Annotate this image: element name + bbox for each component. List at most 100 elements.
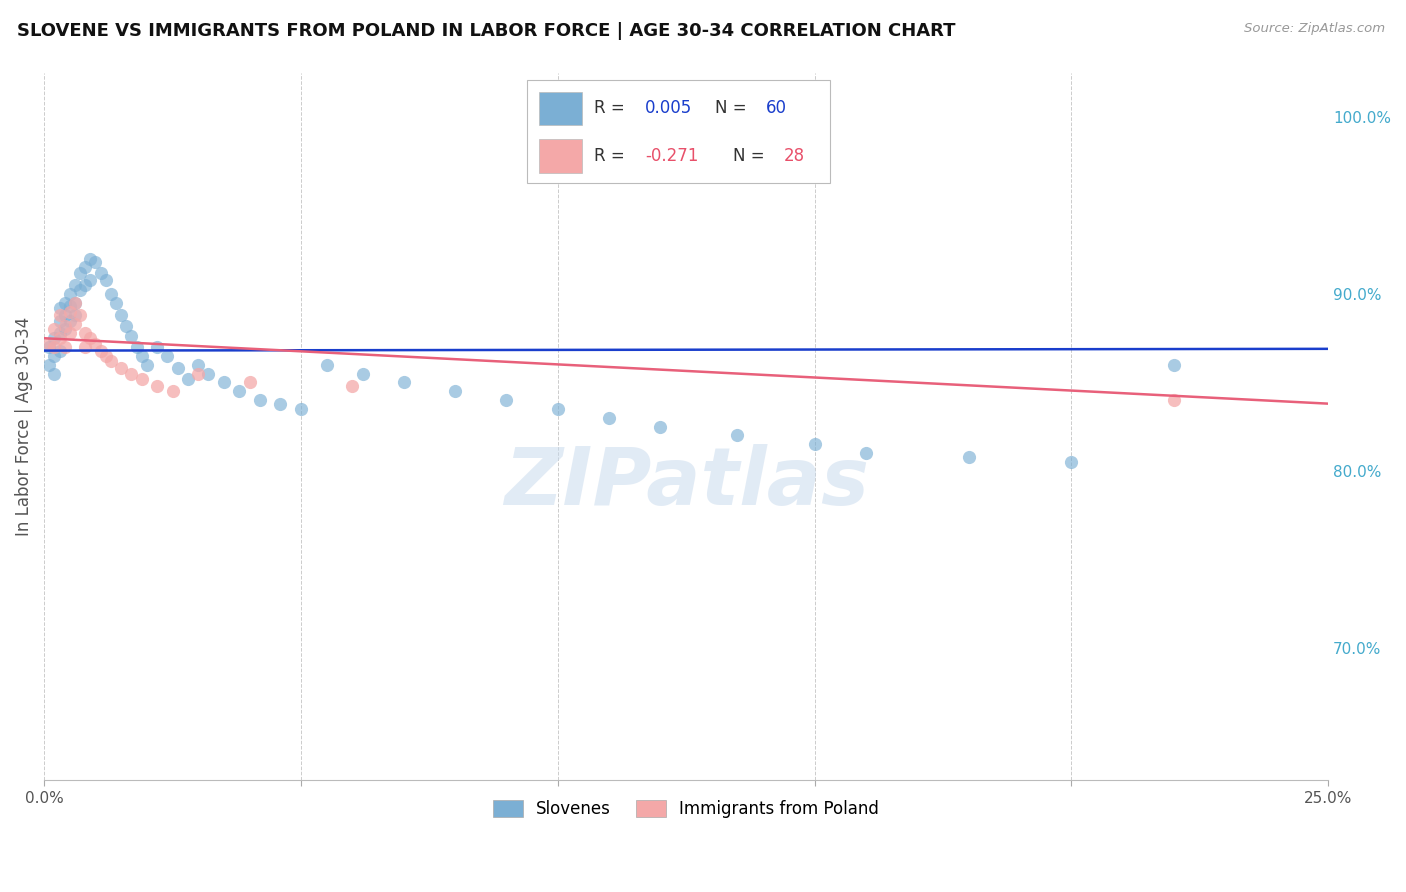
Point <box>131 349 153 363</box>
FancyBboxPatch shape <box>527 80 830 183</box>
Point <box>352 367 374 381</box>
Point <box>38 336 60 351</box>
Point <box>187 358 209 372</box>
Point <box>100 354 122 368</box>
Point <box>290 401 312 416</box>
Point <box>100 287 122 301</box>
Point <box>110 308 132 322</box>
Point <box>44 349 66 363</box>
Point <box>212 376 235 390</box>
Point <box>125 340 148 354</box>
Point <box>803 437 825 451</box>
Point <box>79 331 101 345</box>
Point <box>38 340 60 354</box>
Point <box>495 393 517 408</box>
Point <box>146 379 169 393</box>
Text: 0.005: 0.005 <box>645 100 692 118</box>
Point <box>650 419 672 434</box>
Point <box>63 296 86 310</box>
Point <box>131 372 153 386</box>
Point <box>69 266 91 280</box>
Point <box>59 299 82 313</box>
Y-axis label: In Labor Force | Age 30-34: In Labor Force | Age 30-34 <box>15 317 32 536</box>
Point <box>444 384 467 399</box>
Point <box>75 340 97 354</box>
Point <box>228 384 250 399</box>
Point <box>342 379 364 393</box>
Text: 28: 28 <box>785 146 806 165</box>
Point <box>392 376 415 390</box>
Point <box>53 340 76 354</box>
Point <box>1060 455 1083 469</box>
Point <box>38 358 60 372</box>
Text: R =: R = <box>593 100 630 118</box>
Point <box>63 308 86 322</box>
Point <box>105 296 128 310</box>
Point <box>48 343 70 358</box>
Point <box>48 326 70 340</box>
Point <box>1163 358 1185 372</box>
Point <box>53 318 76 333</box>
Point <box>53 308 76 322</box>
Point <box>94 273 117 287</box>
Point <box>84 336 107 351</box>
Text: N =: N = <box>733 146 769 165</box>
Point <box>249 393 271 408</box>
FancyBboxPatch shape <box>540 139 582 173</box>
Point <box>63 317 86 331</box>
Legend: Slovenes, Immigrants from Poland: Slovenes, Immigrants from Poland <box>486 794 886 825</box>
Point <box>53 296 76 310</box>
Point <box>156 349 179 363</box>
Point <box>48 313 70 327</box>
Text: Source: ZipAtlas.com: Source: ZipAtlas.com <box>1244 22 1385 36</box>
Point <box>727 428 749 442</box>
Point <box>59 287 82 301</box>
Point <box>115 318 138 333</box>
Point <box>1163 393 1185 408</box>
Text: ZIPatlas: ZIPatlas <box>503 444 869 522</box>
Point <box>63 278 86 293</box>
Point <box>79 252 101 266</box>
Point <box>59 304 82 318</box>
Point <box>75 260 97 275</box>
Point <box>110 361 132 376</box>
Point <box>48 301 70 315</box>
Point <box>187 367 209 381</box>
Point <box>146 340 169 354</box>
Point <box>79 273 101 287</box>
FancyBboxPatch shape <box>540 92 582 126</box>
Point <box>162 384 184 399</box>
Point <box>120 329 142 343</box>
Point <box>315 358 337 372</box>
Point <box>75 326 97 340</box>
Point <box>90 343 112 358</box>
Point <box>59 326 82 340</box>
Point <box>598 410 620 425</box>
Point <box>44 367 66 381</box>
Point <box>44 331 66 345</box>
Point <box>94 349 117 363</box>
Point <box>44 340 66 354</box>
Point <box>120 367 142 381</box>
Point <box>166 361 188 376</box>
Text: -0.271: -0.271 <box>645 146 699 165</box>
Point <box>63 296 86 310</box>
Point <box>238 376 260 390</box>
Point <box>48 331 70 345</box>
Text: 60: 60 <box>766 100 787 118</box>
Point <box>69 284 91 298</box>
Text: R =: R = <box>593 146 630 165</box>
Point <box>547 401 569 416</box>
Point <box>90 266 112 280</box>
Point <box>855 446 877 460</box>
Text: SLOVENE VS IMMIGRANTS FROM POLAND IN LABOR FORCE | AGE 30-34 CORRELATION CHART: SLOVENE VS IMMIGRANTS FROM POLAND IN LAB… <box>17 22 955 40</box>
Point <box>84 255 107 269</box>
Point <box>59 313 82 327</box>
Point <box>53 322 76 336</box>
Point <box>197 367 219 381</box>
Point <box>75 278 97 293</box>
Point <box>135 358 157 372</box>
Point <box>957 450 980 464</box>
Point <box>44 322 66 336</box>
Text: N =: N = <box>714 100 752 118</box>
